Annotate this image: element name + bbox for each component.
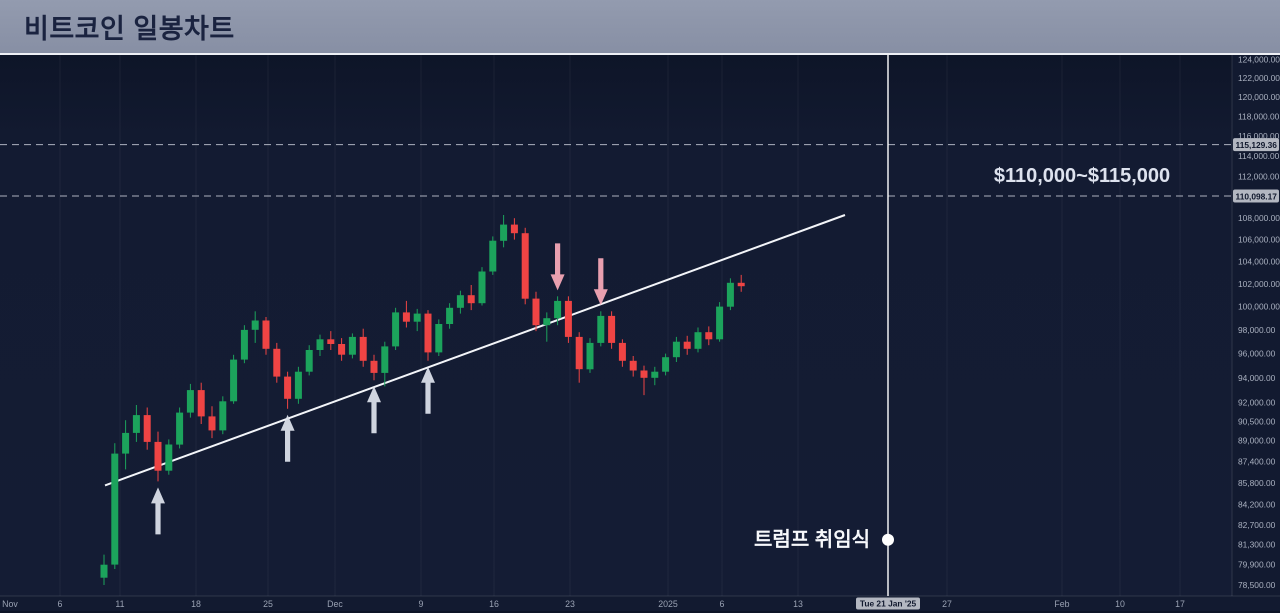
svg-text:Nov: Nov (2, 599, 18, 609)
svg-text:122,000.00: 122,000.00 (1238, 73, 1280, 83)
candlestick-chart[interactable]: 트럼프 취임식 $110,000~$115,000 124,000.00 122,00… (0, 55, 1280, 611)
up-arrow (151, 487, 165, 535)
svg-text:13: 13 (793, 599, 803, 609)
svg-text:115,129.36: 115,129.36 (1236, 140, 1278, 150)
svg-text:18: 18 (191, 599, 201, 609)
event-date-tag: Tue 21 Jan '25 (856, 597, 920, 610)
time-axis-labels: Nov 6 11 18 25 Dec 9 16 23 2025 6 13 27 Feb 10 17 (2, 599, 1185, 609)
svg-text:16: 16 (489, 599, 499, 609)
svg-text:9: 9 (419, 599, 424, 609)
svg-text:92,000.00: 92,000.00 (1238, 398, 1276, 408)
svg-text:124,000.00: 124,000.00 (1238, 55, 1280, 64)
svg-text:120,000.00: 120,000.00 (1238, 92, 1280, 102)
svg-text:17: 17 (1175, 599, 1185, 609)
up-arrow (280, 414, 295, 462)
svg-text:89,000.00: 89,000.00 (1238, 436, 1276, 446)
svg-text:108,000.00: 108,000.00 (1238, 213, 1280, 223)
svg-text:90,500.00: 90,500.00 (1238, 416, 1276, 426)
up-arrow (367, 386, 381, 434)
svg-text:94,000.00: 94,000.00 (1238, 373, 1276, 383)
gridlines (59, 55, 1181, 596)
svg-text:78,500.00: 78,500.00 (1238, 580, 1276, 590)
svg-text:116,000.00: 116,000.00 (1238, 131, 1280, 141)
svg-text:114,000.00: 114,000.00 (1238, 151, 1280, 161)
svg-text:79,900.00: 79,900.00 (1238, 560, 1276, 570)
price-axis-labels: 124,000.00 122,000.00 120,000.00 118,000.00… (1238, 55, 1280, 590)
svg-text:87,400.00: 87,400.00 (1238, 457, 1276, 467)
page-title: 비트코인 일봉차트 (24, 14, 235, 44)
svg-text:11: 11 (115, 599, 124, 609)
svg-text:84,200.00: 84,200.00 (1238, 499, 1276, 509)
svg-text:100,000.00: 100,000.00 (1238, 302, 1280, 312)
price-tag: 110,098.17 (1233, 189, 1279, 203)
svg-text:98,000.00: 98,000.00 (1238, 325, 1276, 335)
event-dot (882, 533, 894, 546)
chart-canvas: 트럼프 취임식 $110,000~$115,000 124,000.00 122,00… (0, 55, 1280, 611)
chart-header: 비트코인 일봉차트 (0, 0, 1280, 55)
range-annotation: $110,000~$115,000 (994, 165, 1170, 187)
svg-text:6: 6 (720, 599, 725, 609)
price-tag: 115,129.36 (1233, 138, 1279, 152)
svg-text:25: 25 (263, 599, 273, 609)
svg-text:23: 23 (565, 599, 575, 609)
event-label: 트럼프 취임식 (754, 528, 870, 551)
candles (100, 215, 745, 585)
plot-area[interactable] (0, 55, 1232, 596)
svg-text:6: 6 (58, 599, 63, 609)
trendline (104, 214, 846, 487)
svg-text:2025: 2025 (658, 599, 678, 609)
svg-text:110,098.17: 110,098.17 (1236, 192, 1278, 202)
svg-text:Dec: Dec (327, 599, 343, 609)
time-axis[interactable] (0, 596, 1280, 611)
svg-text:Tue 21 Jan '25: Tue 21 Jan '25 (860, 599, 917, 609)
svg-text:82,700.00: 82,700.00 (1238, 520, 1276, 530)
svg-text:102,000.00: 102,000.00 (1238, 279, 1280, 289)
down-arrow (593, 258, 608, 306)
svg-text:27: 27 (942, 599, 952, 609)
up-arrow (421, 366, 435, 414)
svg-text:106,000.00: 106,000.00 (1238, 235, 1280, 245)
svg-text:118,000.00: 118,000.00 (1238, 111, 1280, 121)
down-arrow (550, 243, 565, 291)
svg-text:85,800.00: 85,800.00 (1238, 478, 1276, 488)
svg-text:10: 10 (1115, 599, 1125, 609)
svg-text:96,000.00: 96,000.00 (1238, 349, 1276, 359)
svg-text:104,000.00: 104,000.00 (1238, 257, 1280, 267)
svg-text:Feb: Feb (1054, 599, 1069, 609)
svg-text:81,300.00: 81,300.00 (1238, 540, 1276, 550)
svg-text:112,000.00: 112,000.00 (1238, 171, 1280, 181)
